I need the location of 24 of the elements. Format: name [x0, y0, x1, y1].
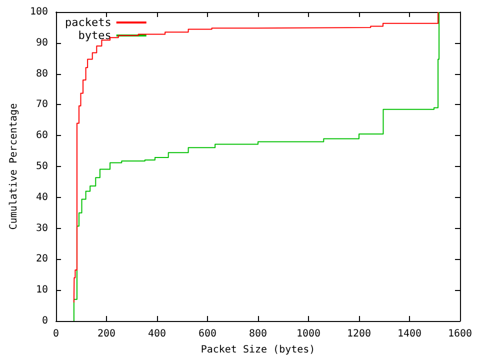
legend-label: bytes [78, 29, 112, 42]
y-tick-label: 60 [36, 130, 48, 142]
legend-label: packets [65, 16, 112, 29]
x-tick-label: 1200 [346, 328, 372, 340]
x-axis-title: Packet Size (bytes) [200, 344, 316, 356]
y-axis-title: Cumulative Percentage [8, 103, 20, 230]
x-tick-label: 400 [148, 328, 166, 340]
y-tick-label: 10 [36, 284, 48, 296]
x-tick-label: 1400 [397, 328, 422, 340]
y-tick-label: 0 [42, 316, 48, 326]
y-tick-label: 80 [36, 68, 48, 80]
x-tick-label: 600 [198, 328, 217, 340]
y-tick-label: 90 [36, 37, 48, 48]
x-tick-label: 1000 [296, 328, 321, 340]
y-tick-label: 40 [36, 192, 48, 203]
x-tick-label: 800 [248, 328, 268, 340]
x-tick-label: 1600 [448, 328, 472, 340]
y-tick-label: 50 [36, 161, 48, 172]
y-tick-label: 100 [30, 6, 48, 18]
y-tick-label: 20 [36, 254, 48, 265]
x-tick-label: 0 [52, 328, 60, 340]
y-tick-label: 70 [36, 99, 48, 110]
x-tick-label: 200 [97, 328, 116, 340]
y-tick-label: 30 [36, 222, 48, 234]
